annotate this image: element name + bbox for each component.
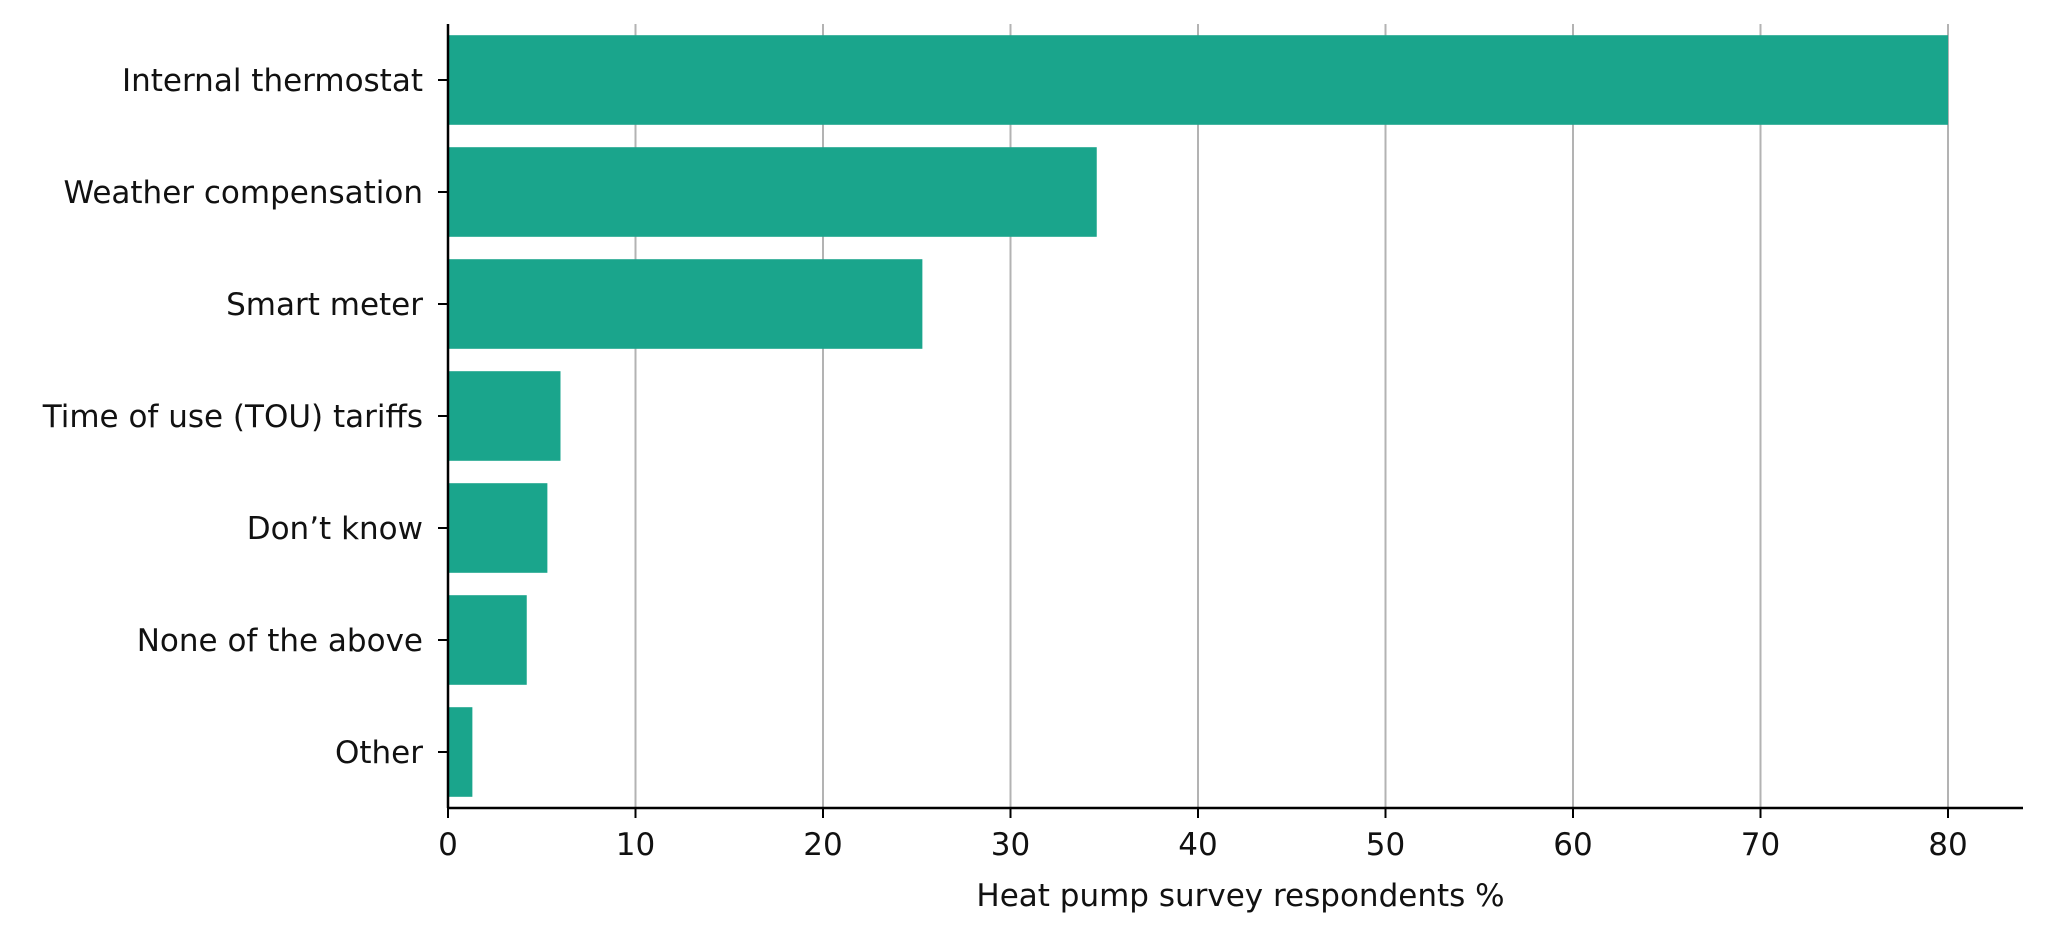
- x-tick-label: 50: [1366, 827, 1405, 863]
- category-label: Don’t know: [247, 511, 423, 547]
- axes: [446, 24, 2023, 810]
- x-tick-label: 10: [616, 827, 655, 863]
- x-axis-title: Heat pump survey respondents %: [976, 878, 1504, 914]
- x-tick-label: 40: [1178, 827, 1217, 863]
- bar: [448, 707, 473, 797]
- x-ticks: 0 10 20 30 40 50 60 70 80: [438, 808, 1968, 863]
- category-label: Other: [335, 735, 423, 771]
- bar: [448, 371, 561, 461]
- x-tick-label: 70: [1741, 827, 1780, 863]
- x-tick-label: 30: [991, 827, 1030, 863]
- category-label: Internal thermostat: [122, 63, 423, 99]
- category-label: None of the above: [137, 623, 423, 659]
- bar: [448, 147, 1097, 237]
- bar: [448, 259, 923, 349]
- bar: [448, 595, 527, 685]
- x-tick-label: 0: [438, 827, 458, 863]
- category-label: Time of use (TOU) tariffs: [42, 399, 423, 435]
- gridlines: [634, 24, 1949, 808]
- bars: [448, 35, 1948, 797]
- category-label: Weather compensation: [63, 175, 423, 211]
- x-tick-label: 60: [1553, 827, 1592, 863]
- x-tick-label: 20: [803, 827, 842, 863]
- bar: [448, 35, 1948, 125]
- x-tick-label: 80: [1928, 827, 1967, 863]
- bar: [448, 483, 548, 573]
- category-label: Smart meter: [226, 287, 423, 323]
- y-categories: Internal thermostat Weather compensation S…: [42, 63, 448, 771]
